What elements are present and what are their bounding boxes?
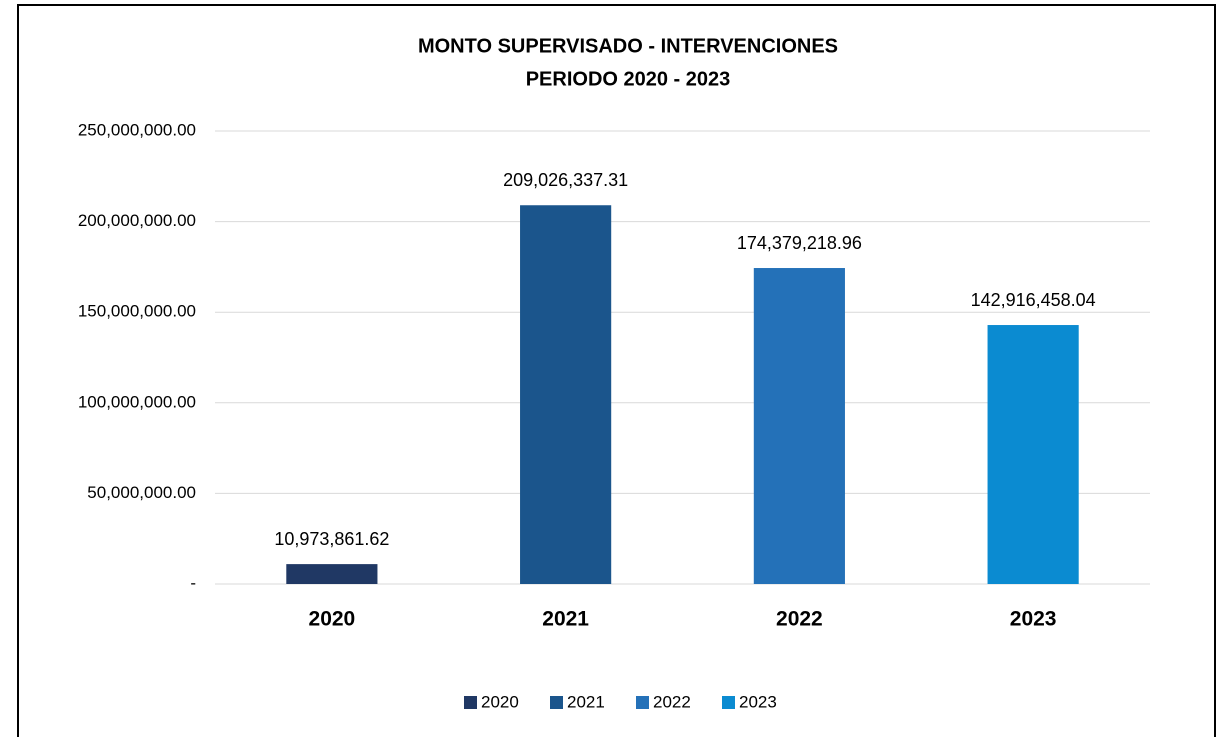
y-tick-label: 100,000,000.00	[78, 392, 196, 411]
x-tick-label: 2021	[542, 608, 589, 631]
bar	[286, 564, 378, 584]
y-tick-label: 50,000,000.00	[87, 483, 196, 502]
bar	[753, 268, 845, 584]
legend-label: 2023	[739, 692, 777, 711]
data-label: 174,379,218.96	[737, 233, 862, 253]
y-tick-label: 150,000,000.00	[78, 302, 196, 321]
legend-label: 2022	[653, 692, 691, 711]
legend-swatch	[636, 696, 649, 709]
x-tick-label: 2022	[776, 608, 823, 631]
y-tick-label: -	[190, 573, 196, 592]
data-label: 10,973,861.62	[274, 529, 389, 549]
legend-label: 2021	[567, 692, 605, 711]
x-tick-label: 2023	[1010, 608, 1057, 631]
y-tick-label: 200,000,000.00	[78, 211, 196, 230]
chart-subtitle: PERIODO 2020 - 2023	[526, 68, 731, 90]
legend-swatch	[722, 696, 735, 709]
chart-title: MONTO SUPERVISADO - INTERVENCIONES	[418, 35, 838, 57]
bar	[987, 325, 1079, 584]
x-tick-label: 2020	[309, 608, 356, 631]
legend-swatch	[550, 696, 563, 709]
legend-swatch	[464, 696, 477, 709]
legend-label: 2020	[481, 692, 519, 711]
data-label: 142,916,458.04	[971, 290, 1096, 310]
y-tick-label: 250,000,000.00	[78, 120, 196, 139]
bar	[520, 205, 612, 585]
data-label: 209,026,337.31	[503, 170, 628, 190]
